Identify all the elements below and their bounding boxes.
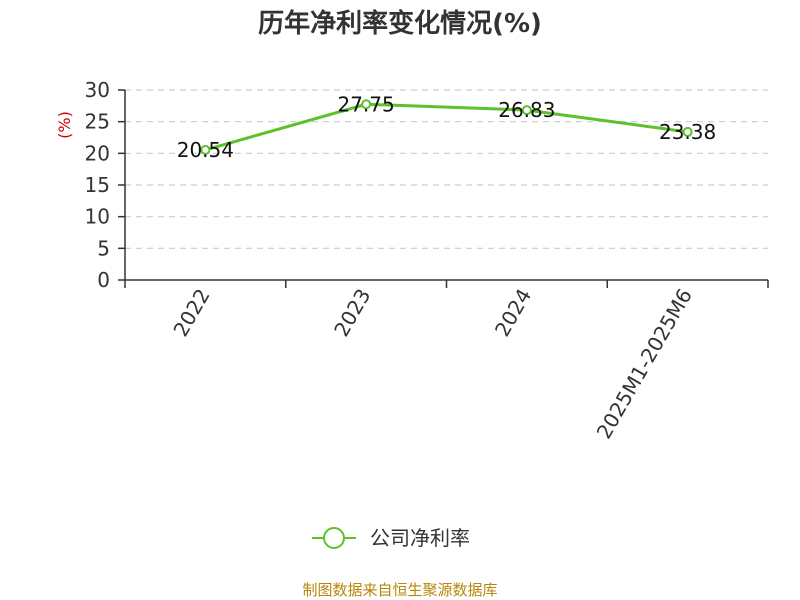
y-tick-label: 10 xyxy=(85,205,110,229)
series-line-0 xyxy=(204,102,688,152)
data-labels: 20.54 27.75 26.83 23.38 xyxy=(177,92,717,162)
x-tick-label: 2023 xyxy=(329,285,375,341)
data-point[interactable] xyxy=(361,99,372,110)
data-label: 20.54 xyxy=(177,138,234,162)
legend-circle-icon xyxy=(323,527,345,549)
y-tick-labels: 0 5 10 15 20 25 30 xyxy=(85,78,110,292)
chart-title: 历年净利率变化情况(%) xyxy=(258,8,542,39)
x-tick-label: 2024 xyxy=(490,285,536,341)
data-point[interactable] xyxy=(200,144,211,155)
data-label: 27.75 xyxy=(337,92,394,116)
y-tick-label: 5 xyxy=(97,236,110,260)
legend[interactable]: 公司净利率 xyxy=(312,526,470,550)
x-tick-label: 2025M1-2025M6 xyxy=(592,285,697,443)
source-note: 制图数据来自恒生聚源数据库 xyxy=(302,581,497,599)
y-tick-label: 0 xyxy=(97,268,110,292)
data-label: 23.38 xyxy=(659,120,716,144)
y-tick-label: 15 xyxy=(85,173,110,197)
data-point[interactable] xyxy=(521,105,532,116)
data-label: 26.83 xyxy=(498,98,555,122)
data-point[interactable] xyxy=(682,126,693,137)
gridlines xyxy=(125,89,768,249)
y-axis-label: (%) xyxy=(55,111,74,139)
x-tick-labels: 2022 2023 2024 2025M1-2025M6 xyxy=(168,285,696,443)
y-tick-label: 25 xyxy=(85,110,110,134)
axes xyxy=(118,89,769,288)
series-line xyxy=(200,99,693,155)
y-tick-label: 30 xyxy=(85,78,110,102)
x-tick-label: 2022 xyxy=(168,285,214,341)
legend-label: 公司净利率 xyxy=(370,526,470,550)
y-tick-label: 20 xyxy=(85,141,110,165)
